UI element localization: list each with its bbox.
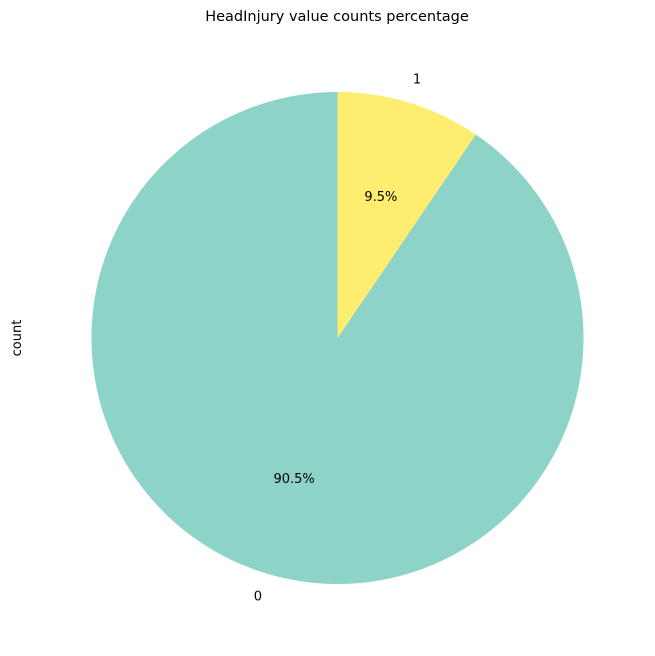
category-label-1: 1 (413, 72, 421, 87)
pie-slice-1 (337, 92, 476, 338)
pie-slice-0 (91, 92, 584, 584)
chart-title: HeadInjury value counts percentage (205, 9, 469, 25)
percent-label-0: 90.5% (273, 472, 314, 487)
pie-labels: 0 90.5% 1 9.5% (254, 72, 421, 604)
percent-label-1: 9.5% (364, 190, 397, 205)
category-label-0: 0 (254, 590, 262, 605)
y-axis-label: count (10, 320, 25, 357)
pie-slices (91, 92, 584, 584)
